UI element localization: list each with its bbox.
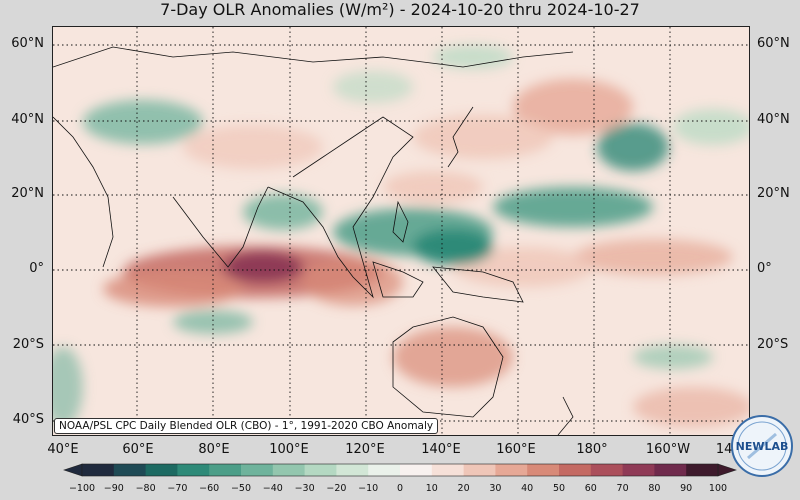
colorbar-tick-label: 10 [425,483,438,494]
colorbar-cell [304,464,337,476]
lat-label-left: 0° [29,261,44,276]
colorbar-tick-label: −70 [167,483,188,494]
lat-label-left: 40°N [11,112,44,127]
lon-label: 60°E [122,442,154,457]
colorbar-tick-label: −80 [135,483,156,494]
lon-label: 120°E [345,442,385,457]
map-panel [52,26,750,436]
colorbar-tick-label: 60 [584,483,597,494]
colorbar-cell [177,464,210,476]
colorbar-cell [654,464,687,476]
colorbar-cell [241,464,274,476]
lat-label-right: 20°S [757,337,789,352]
lon-label: 40°E [47,442,79,457]
colorbar-cell [272,464,306,476]
colorbar-cell [622,464,655,476]
colorbar-cell [82,464,115,476]
chart-title: 7-Day OLR Anomalies (W/m²) - 2024-10-20 … [160,0,640,19]
colorbar-tick-label: 0 [396,483,404,494]
logo-text: NEWLAB [736,440,789,453]
lon-label: 140°E [421,442,461,457]
lon-label: 160°W [645,442,691,457]
colorbar-tick-label: 50 [552,483,566,494]
colorbar-cell [368,464,401,476]
colorbar-tick-label: −60 [199,483,220,494]
lon-label: 80°E [198,442,230,457]
colorbar-cell [209,464,242,476]
colorbar-tick-label: −90 [103,483,124,494]
colorbar-tick-label: −30 [294,483,315,494]
colorbar-cell [559,464,592,476]
colorbar-cell [590,464,624,476]
coastlines [53,46,574,435]
lon-label: 180° [576,442,608,457]
colorbar-outline [81,463,719,477]
lat-label-left: 60°N [11,36,44,51]
colorbar-cell [145,464,178,476]
colorbar-tick-label: 70 [616,483,629,494]
colorbar-cell [113,464,147,476]
colorbar-cell [686,464,719,476]
lat-label-right: 40°N [757,112,790,127]
lat-label-left: 20°S [12,337,44,352]
colorbar-tick-label: 80 [648,483,661,494]
colorbar [63,463,737,477]
colorbar-tick-label: 20 [457,483,470,494]
lat-label-right: 20°N [757,186,790,201]
colorbar-cell [431,464,465,476]
lon-label: 160°E [496,442,536,457]
colorbar-tick-label: −40 [262,483,283,494]
colorbar-tick-label: 30 [489,483,502,494]
colorbar-cell [463,464,496,476]
colorbar-cell [527,464,560,476]
colorbar-tick-label: −20 [326,483,347,494]
colorbar-tick-label: 40 [521,483,534,494]
colorbar-tick-label: 90 [680,483,693,494]
lon-label: 100°E [269,442,309,457]
colorbar-tick-label: −50 [230,483,252,494]
lat-label-right: 60°N [757,36,790,51]
anomaly-map [53,27,749,435]
colorbar-cell [336,464,369,476]
colorbar-tick-label: −10 [358,483,379,494]
lat-label-right: 0° [757,261,772,276]
lat-label-left: 40°S [12,412,44,427]
newlab-logo: NEWLAB [731,415,793,477]
colorbar-tick-label: −100 [68,483,96,494]
colorbar-arrow-left [63,463,83,477]
colorbar-cell [400,464,433,476]
lat-label-left: 20°N [11,186,44,201]
data-credit: NOAA/PSL CPC Daily Blended OLR (CBO) - 1… [54,418,439,434]
colorbar-tick-label: 100 [708,483,728,494]
colorbar-cell [495,464,528,476]
